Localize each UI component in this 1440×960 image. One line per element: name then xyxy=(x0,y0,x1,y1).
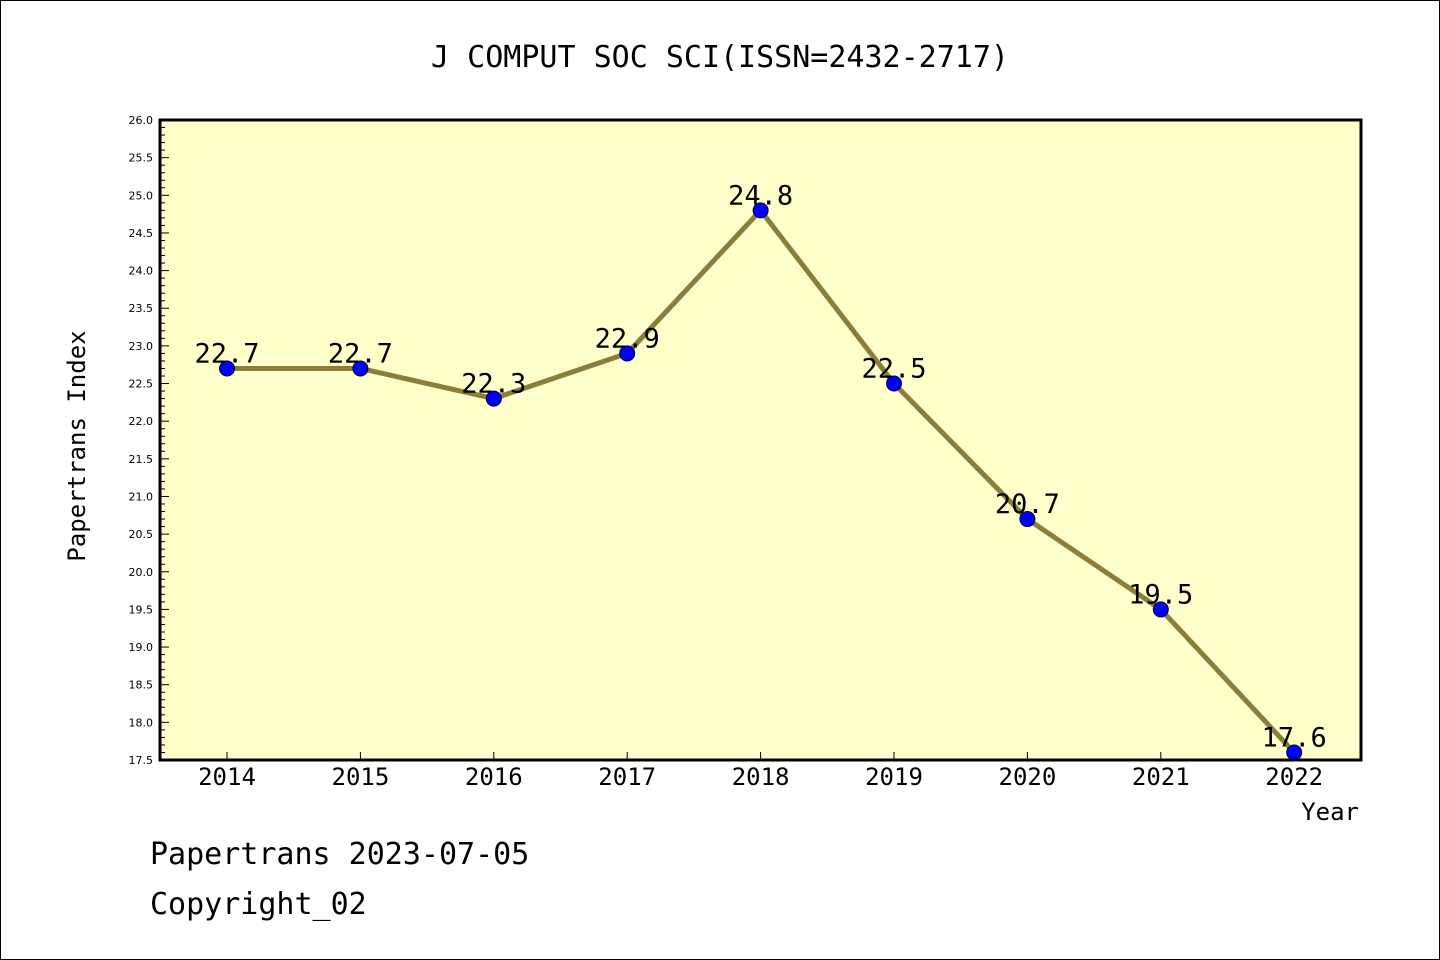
data-point xyxy=(219,360,235,377)
y-tick-label: 25.5 xyxy=(129,152,154,165)
y-tick-label: 24.5 xyxy=(129,227,154,240)
x-tick-label: 2016 xyxy=(465,763,523,791)
y-tick-label: 20.5 xyxy=(129,528,154,541)
data-point xyxy=(1019,511,1036,528)
data-label: 22.7 xyxy=(194,338,259,369)
y-axis: 17.5 18.0 18.5 19.0 19.5 20.0 20.5 21.0 21.5 22.0… xyxy=(129,114,169,767)
chart-title: J COMPUT SOC SCI(ISSN=2432-2717) xyxy=(431,40,1009,75)
data-label: 22.3 xyxy=(461,369,526,400)
y-axis-title: Papertrans Index xyxy=(63,330,91,561)
data-label: 24.8 xyxy=(728,180,793,211)
y-tick-label: 18.0 xyxy=(129,716,154,729)
plot-area xyxy=(160,120,1361,760)
y-tick-label: 23.5 xyxy=(129,302,154,315)
x-tick-label: 2014 xyxy=(198,763,256,791)
data-point xyxy=(1152,601,1169,618)
data-point xyxy=(485,390,502,407)
data-labels: 22.7 22.7 22.3 22.9 24.8 22.5 20.7 19.5 17.6 xyxy=(194,180,1326,753)
y-tick-label: 19.5 xyxy=(129,603,154,616)
x-tick-label: 2021 xyxy=(1132,763,1190,791)
y-tick-label: 23.0 xyxy=(129,340,154,353)
footer-copyright: Copyright_02 xyxy=(150,887,367,922)
x-tick-label: 2017 xyxy=(598,763,656,791)
y-tick-label: 21.5 xyxy=(129,453,154,466)
x-tick-label: 2015 xyxy=(332,763,390,791)
x-tick-label: 2019 xyxy=(865,763,923,791)
data-point xyxy=(352,360,369,377)
y-tick-label: 17.5 xyxy=(129,754,154,767)
data-label: 20.7 xyxy=(995,489,1060,520)
y-tick-label: 19.0 xyxy=(129,641,154,654)
x-tick-label: 2018 xyxy=(732,763,790,791)
x-axis: 2014 2015 2016 2017 2018 2019 2020 2021 2022 xyxy=(198,752,1323,791)
plot-border xyxy=(158,118,1363,762)
y-tick-label: 18.5 xyxy=(129,679,154,692)
data-label: 22.7 xyxy=(328,338,393,369)
x-tick-label: 2020 xyxy=(999,763,1057,791)
y-tick-label: 26.0 xyxy=(129,114,154,127)
data-point xyxy=(752,202,769,219)
data-markers xyxy=(219,202,1303,761)
data-label: 19.5 xyxy=(1128,579,1193,610)
y-tick-label: 24.0 xyxy=(129,265,154,278)
y-tick-label: 21.0 xyxy=(129,490,154,503)
data-point xyxy=(886,375,902,392)
y-tick-label: 22.0 xyxy=(129,415,154,428)
y-tick-label: 22.5 xyxy=(129,378,154,391)
data-label: 22.9 xyxy=(595,323,660,354)
data-label: 22.5 xyxy=(861,354,926,385)
data-point xyxy=(619,345,636,362)
data-label: 17.6 xyxy=(1262,722,1327,753)
x-tick-label: 2022 xyxy=(1265,763,1323,791)
footer-date: Papertrans 2023-07-05 xyxy=(150,837,529,872)
y-tick-label: 25.0 xyxy=(129,189,154,202)
x-axis-title: Year xyxy=(1301,798,1359,826)
y-tick-label: 20.0 xyxy=(129,566,154,579)
